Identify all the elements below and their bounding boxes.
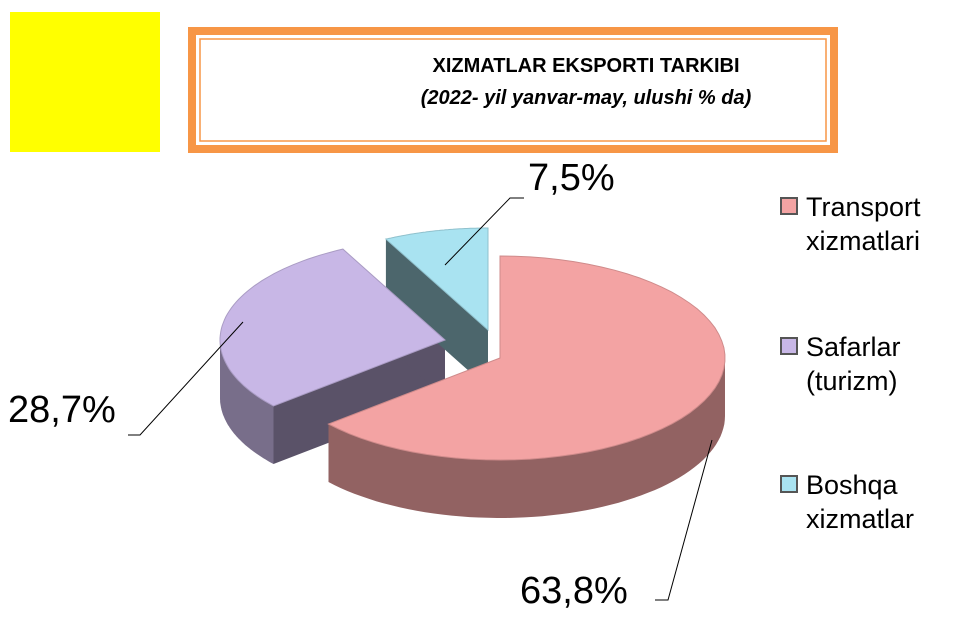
title-box <box>188 27 838 153</box>
chart-subtitle: (2022- yil yanvar-may, ulushi % da) <box>421 87 752 109</box>
legend-label: Safarlar (turizm) <box>806 332 901 396</box>
chart-title: XIZMATLAR EKSPORTI TARKIBI <box>432 55 739 77</box>
legend-swatch <box>780 197 798 215</box>
legend-item: Transport xizmatlari <box>780 190 960 258</box>
title-box-inner <box>199 38 827 142</box>
legend-swatch <box>780 337 798 355</box>
legend-label: Transport xizmatlari <box>806 192 921 256</box>
slice-side <box>220 340 274 464</box>
slice <box>219 248 446 407</box>
slice-wall <box>273 340 445 464</box>
legend-swatch <box>780 475 798 493</box>
data-label: 28,7% <box>8 389 116 431</box>
legend-item: Safarlar (turizm) <box>780 330 960 398</box>
slice <box>384 227 489 332</box>
legend-item: Boshqa xizmatlar <box>780 468 960 536</box>
leader-line <box>128 321 244 436</box>
slice-wall <box>385 239 488 388</box>
slice <box>327 255 726 461</box>
data-label: 7,5% <box>528 157 615 199</box>
slice-side <box>328 358 725 518</box>
leader-line <box>444 197 524 266</box>
legend-label: Boshqa xizmatlar <box>806 470 915 534</box>
yellow-block <box>10 12 160 152</box>
leader-line <box>655 439 713 601</box>
data-label: 63,8% <box>520 570 628 612</box>
